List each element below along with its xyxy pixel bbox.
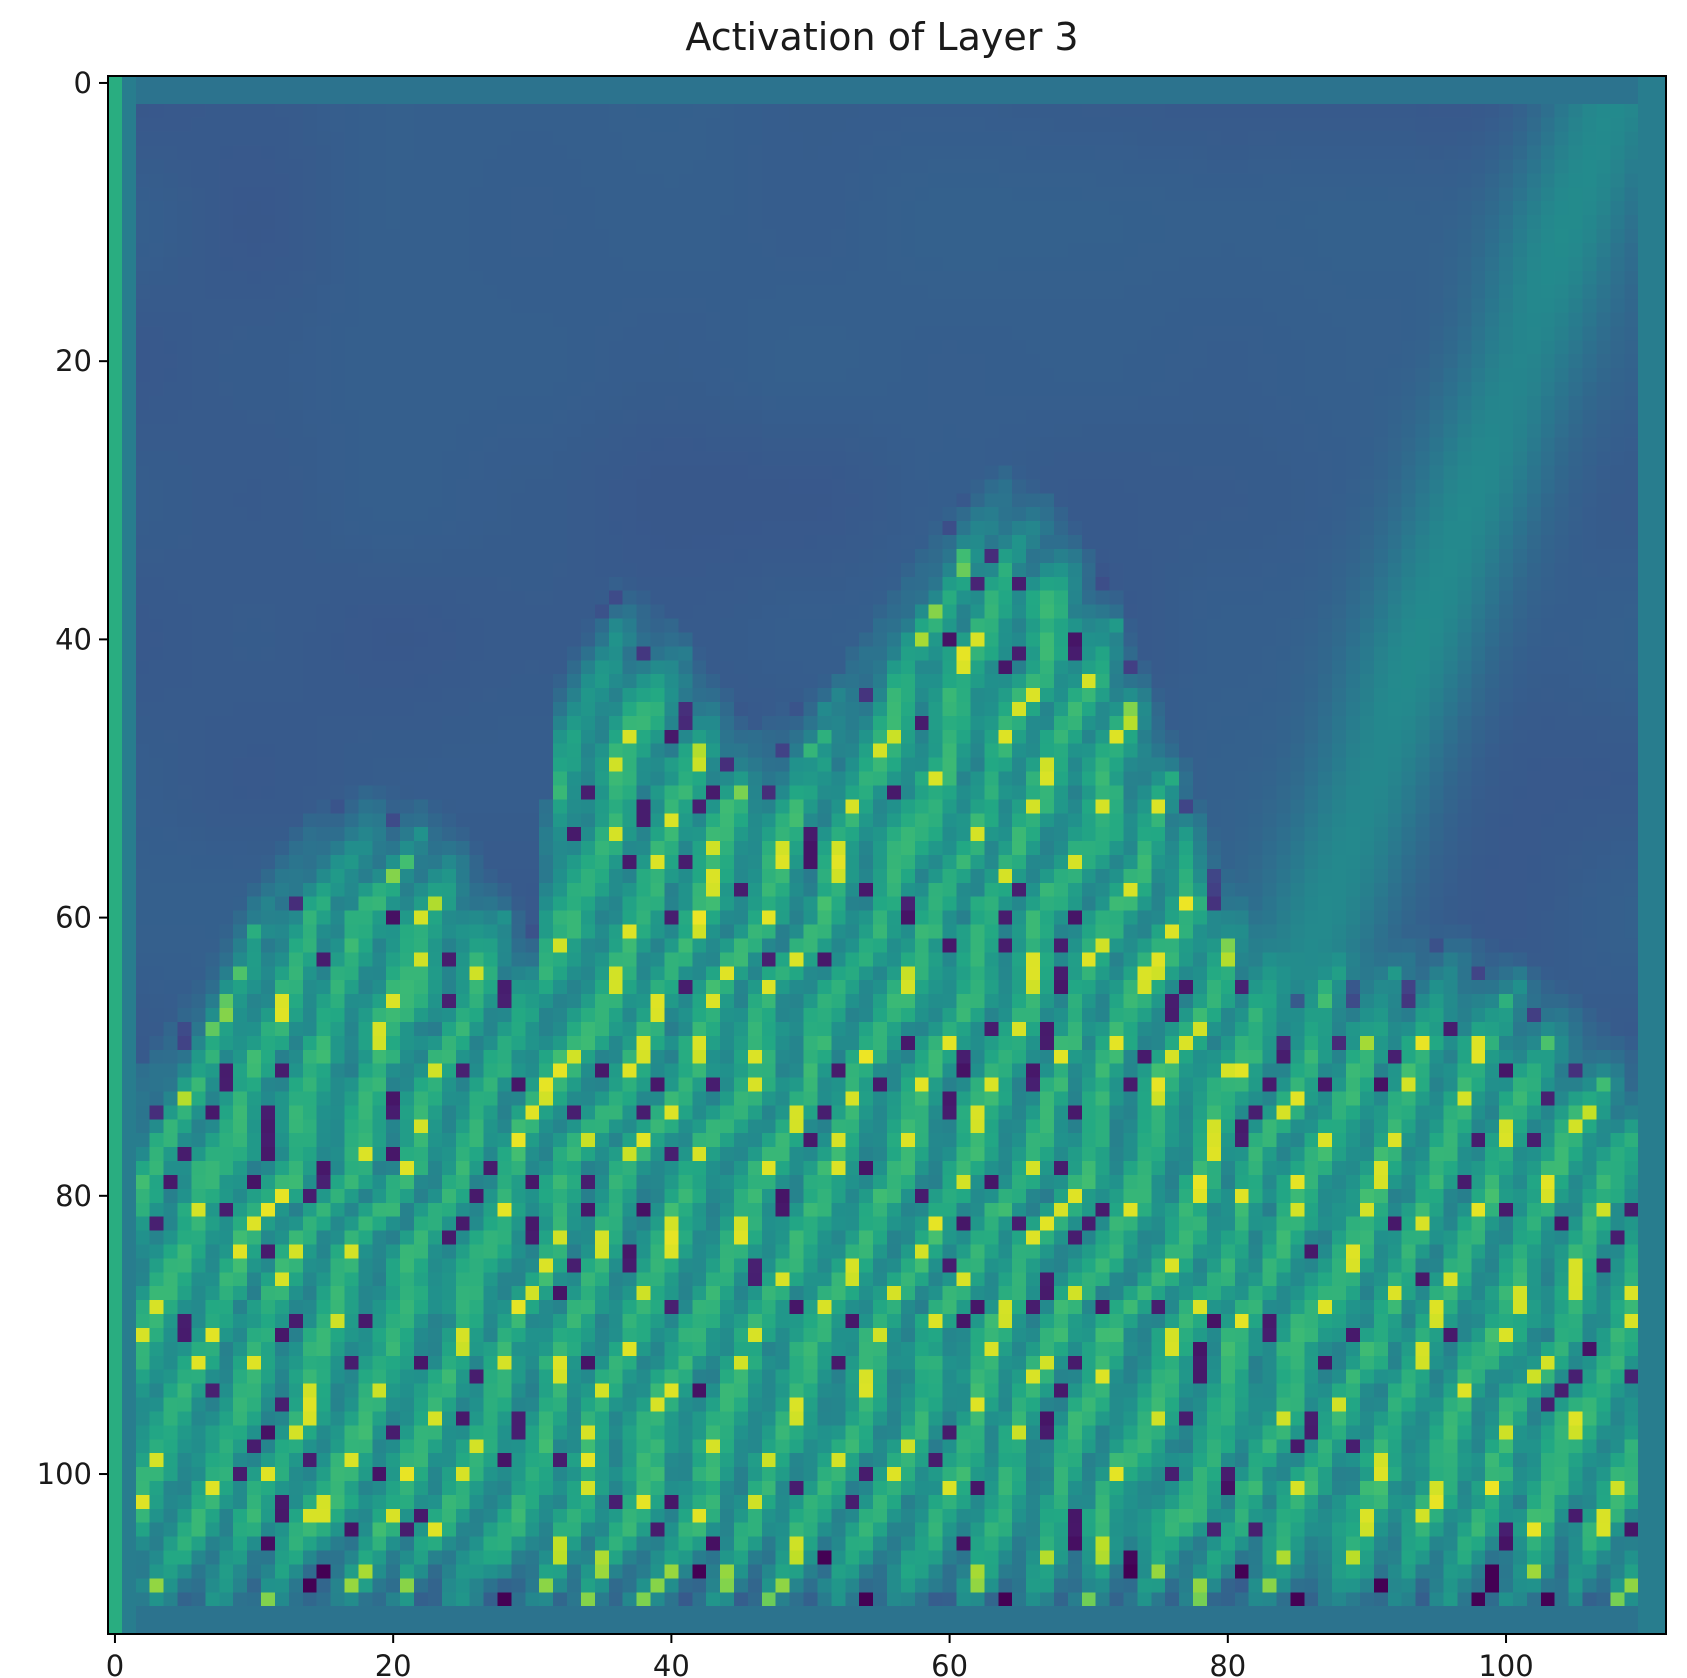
y-tick-label: 0 — [74, 66, 92, 100]
y-tick-label: 40 — [55, 622, 92, 656]
heatmap-image — [108, 76, 1666, 1634]
chart-title: Activation of Layer 3 — [685, 15, 1078, 59]
y-axis-ticks: 0 20 40 60 80 100 — [37, 66, 108, 1491]
x-tick-label: 100 — [1478, 1649, 1533, 1678]
x-tick-label: 20 — [375, 1649, 412, 1678]
axes-frame — [107, 75, 1667, 1635]
x-tick-label: 60 — [931, 1649, 968, 1678]
x-tick-label: 0 — [106, 1649, 124, 1678]
activation-map — [108, 76, 1666, 1634]
y-tick-label: 20 — [55, 344, 92, 378]
x-tick-label: 40 — [653, 1649, 690, 1678]
y-tick-label: 100 — [37, 1457, 92, 1491]
x-axis-ticks: 0 20 40 60 80 100 — [106, 1634, 1534, 1678]
x-tick-label: 80 — [1209, 1649, 1246, 1678]
y-tick-label: 60 — [55, 901, 92, 935]
y-tick-label: 80 — [55, 1179, 92, 1213]
